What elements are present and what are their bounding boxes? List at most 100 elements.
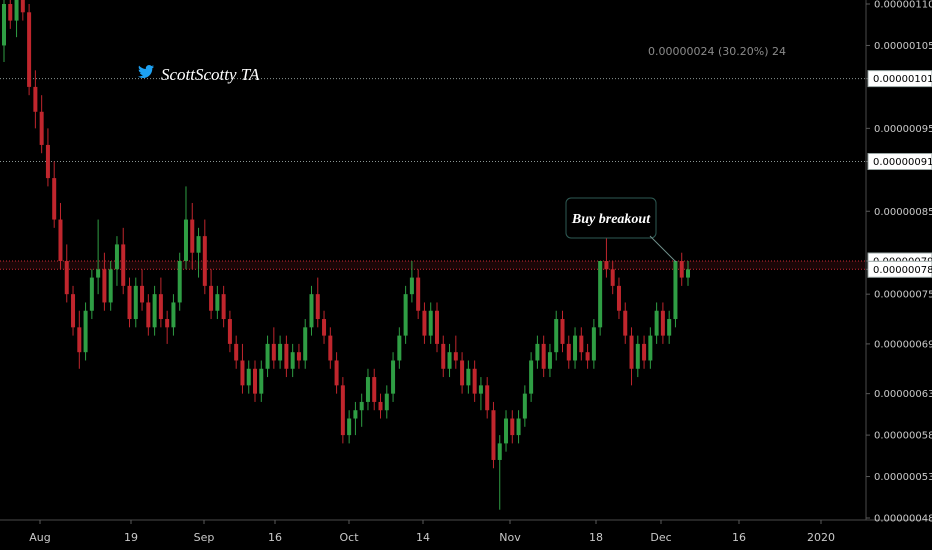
- candle-body: [102, 269, 107, 303]
- candle-body: [434, 310, 439, 344]
- candle-body: [340, 385, 345, 436]
- price-tick-label: 0.00000110: [874, 0, 932, 11]
- candle-body: [409, 277, 414, 295]
- candle-body: [240, 360, 245, 386]
- candle-body: [428, 310, 433, 336]
- candle-body: [227, 319, 232, 344]
- candle-body: [372, 377, 377, 402]
- candle-body: [654, 310, 659, 336]
- candle-body: [140, 285, 145, 303]
- price-tick-label: 0.00000063: [874, 389, 932, 400]
- candle-body: [71, 294, 76, 328]
- candle-body: [14, 0, 19, 21]
- candle-body: [441, 343, 446, 369]
- candle-body: [52, 178, 57, 220]
- time-tick-label: 19: [124, 531, 138, 544]
- candle-body: [516, 418, 521, 436]
- price-tick-label: 0.00000048: [874, 514, 932, 525]
- candle-body: [384, 393, 389, 411]
- callout-box: [565, 197, 657, 239]
- candle-body: [497, 443, 502, 460]
- candle-body: [165, 319, 170, 328]
- candle-body: [648, 335, 653, 361]
- time-tick-label: Aug: [29, 531, 50, 544]
- time-tick-label: 18: [589, 531, 603, 544]
- candle-body: [127, 285, 132, 320]
- candle-body: [359, 401, 364, 411]
- candle-body: [96, 269, 101, 278]
- candle-body: [290, 352, 295, 369]
- candle-body: [378, 401, 383, 411]
- candle-body: [121, 244, 126, 286]
- candle-body: [114, 244, 119, 270]
- candle-body: [77, 327, 82, 353]
- candle-body: [158, 294, 163, 320]
- price-level-label: 0.00000078: [873, 265, 932, 276]
- time-tick-label: Dec: [650, 531, 671, 544]
- candle-body: [660, 310, 665, 336]
- candle-body: [635, 343, 640, 369]
- candle-body: [2, 4, 6, 46]
- candle-body: [284, 343, 289, 369]
- candle-body: [152, 294, 157, 328]
- candle-body: [190, 219, 195, 253]
- candle-body: [83, 310, 88, 353]
- candle-body: [591, 327, 596, 361]
- candle-body: [679, 261, 684, 278]
- candle-body: [234, 343, 239, 361]
- candle-body: [328, 335, 333, 361]
- candle-body: [667, 319, 672, 336]
- candle-body: [133, 285, 138, 320]
- candle-body: [58, 219, 63, 261]
- time-tick-label: Sep: [194, 531, 215, 544]
- price-label-box: [867, 70, 932, 88]
- price-label-box: [867, 260, 932, 278]
- candle-body: [246, 368, 251, 386]
- candle-body: [20, 0, 25, 13]
- candle-body: [535, 343, 540, 361]
- candle-body: [686, 269, 690, 278]
- price-tick-label: 0.00000085: [874, 207, 932, 218]
- time-tick-label: 16: [732, 531, 746, 544]
- candle-body: [604, 261, 609, 270]
- candle-body: [183, 219, 188, 261]
- callout-pointer: [649, 235, 677, 263]
- candle-body: [303, 327, 308, 361]
- candle-body: [215, 294, 220, 311]
- candle-body: [259, 368, 264, 394]
- candle-body: [422, 310, 427, 336]
- candle-body: [177, 261, 182, 303]
- candle-body: [598, 261, 603, 328]
- time-tick-label: 16: [268, 531, 282, 544]
- twitter-bird-icon: [138, 65, 154, 78]
- candle-body: [491, 410, 496, 460]
- candle-body: [547, 352, 552, 369]
- candle-body: [485, 385, 490, 411]
- candle-body: [271, 343, 276, 361]
- candle-body: [146, 302, 151, 328]
- candle-body: [610, 269, 615, 286]
- price-label-box: [867, 153, 932, 171]
- candle-body: [447, 352, 452, 369]
- candle-body: [8, 4, 13, 21]
- candle-body: [585, 352, 590, 361]
- candle-body: [504, 418, 509, 444]
- resistance-zone: [0, 261, 865, 270]
- candle-body: [472, 368, 477, 394]
- candle-body: [541, 343, 546, 369]
- candle-body: [560, 319, 565, 344]
- candle-body: [89, 277, 94, 311]
- candle-body: [309, 294, 314, 328]
- price-tick-label: 0.00000053: [874, 472, 932, 483]
- candle-body: [45, 144, 50, 179]
- candle-body: [347, 418, 352, 436]
- candle-body: [265, 343, 270, 369]
- candle-body: [365, 377, 370, 402]
- candle-body: [566, 343, 571, 361]
- candle-body: [510, 418, 515, 436]
- time-tick-label: Nov: [499, 531, 521, 544]
- candle-body: [253, 368, 258, 394]
- candle-body: [673, 261, 678, 320]
- candle-body: [460, 360, 465, 386]
